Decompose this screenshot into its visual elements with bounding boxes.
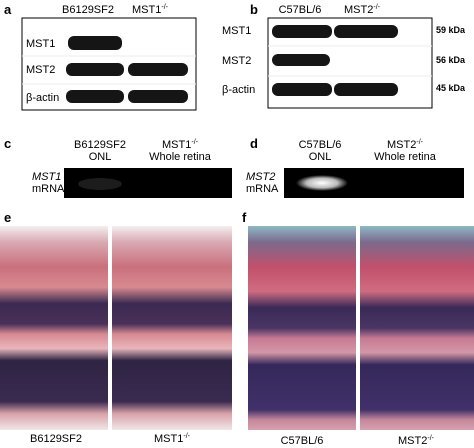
band — [66, 90, 124, 103]
band — [334, 25, 398, 38]
lane-sup: -/- — [191, 139, 198, 146]
lane-label: MST2-/- — [387, 139, 424, 151]
lane-label: MST1-/- — [132, 4, 169, 16]
lane-label: MST1-/- — [162, 139, 199, 151]
lane-sup: -/- — [416, 139, 423, 146]
caption-name: MST1 — [154, 433, 183, 445]
histology-image — [360, 226, 474, 430]
image-caption: MST1-/- — [154, 433, 191, 445]
histology-image — [0, 226, 108, 430]
row-label: MST1 — [26, 38, 55, 50]
panel-label: d — [250, 136, 258, 151]
band — [66, 63, 124, 76]
panel-label: b — [250, 2, 258, 17]
lane-sublabel: Whole retina — [374, 151, 437, 163]
band — [272, 54, 330, 66]
row-label: MST2 — [26, 64, 55, 76]
row-label: MST2 — [222, 55, 251, 67]
lane-name: MST1 — [162, 139, 191, 151]
image-caption: MST2-/- — [398, 435, 435, 447]
caption-name: MST2 — [398, 435, 427, 447]
row-label: β-actin — [222, 84, 255, 96]
lane-name: MST2 — [387, 139, 416, 151]
lane-label: C57BL/6 — [279, 4, 322, 16]
panel-label: c — [4, 136, 11, 151]
lane-sublabel: ONL — [89, 151, 112, 163]
size-marker: 59 kDa — [436, 25, 466, 35]
panel-label: e — [4, 210, 11, 225]
lane-label: MST2-/- — [344, 4, 381, 16]
lane-label: B6129SF2 — [62, 4, 114, 16]
caption-sup: -/- — [427, 435, 434, 442]
caption-sup: -/- — [183, 433, 190, 440]
gene-label: MST1 — [32, 171, 61, 183]
row-label: β-actin — [26, 92, 59, 104]
lane-sublabel: ONL — [309, 151, 332, 163]
lane-label: B6129SF2 — [74, 139, 126, 151]
lane-sublabel: Whole retina — [149, 151, 212, 163]
image-caption: C57BL/6 — [281, 435, 324, 447]
lane-sup: -/- — [161, 4, 168, 11]
band — [68, 36, 122, 50]
molecule-label: mRNA — [32, 183, 65, 195]
row-label: MST1 — [222, 25, 251, 37]
lane-name: MST2 — [344, 4, 373, 16]
band — [128, 63, 188, 76]
bright-band — [296, 175, 348, 191]
size-marker: 56 kDa — [436, 55, 466, 65]
band — [272, 25, 332, 38]
band — [334, 83, 398, 96]
size-marker: 45 kDa — [436, 83, 466, 93]
lane-label: C57BL/6 — [299, 139, 342, 151]
band — [128, 90, 188, 103]
histology-image — [112, 226, 232, 430]
histology-image — [248, 226, 356, 430]
panel-label: a — [4, 2, 12, 17]
gene-label: MST2 — [246, 171, 275, 183]
lane-name: MST1 — [132, 4, 161, 16]
molecule-label: mRNA — [246, 183, 279, 195]
lane-sup: -/- — [373, 4, 380, 11]
image-caption: B6129SF2 — [30, 433, 82, 445]
faint-band — [78, 178, 122, 190]
band — [272, 83, 332, 96]
panel-label: f — [242, 210, 247, 225]
